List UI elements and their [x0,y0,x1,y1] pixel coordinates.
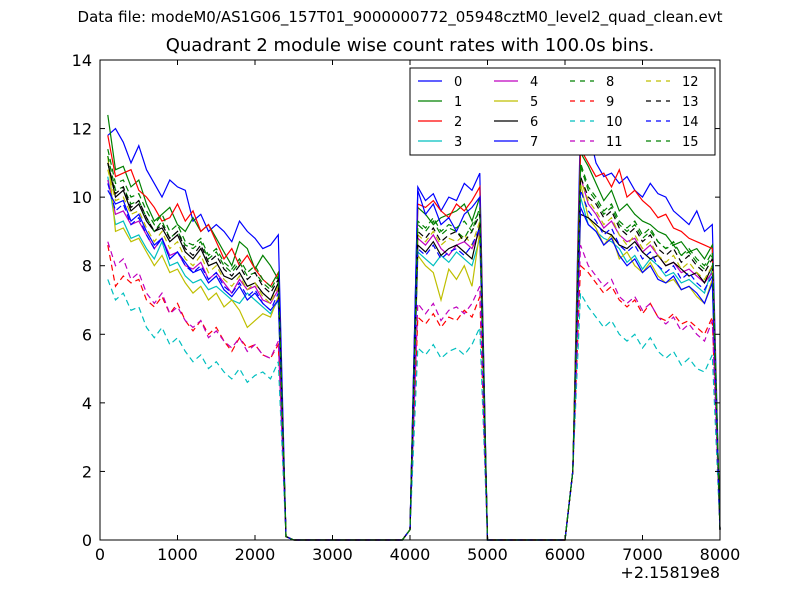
legend-label-13: 13 [682,95,699,110]
x-tick-label: 8000 [700,545,741,564]
legend-label-8: 8 [606,75,614,90]
y-tick-label: 8 [82,257,92,276]
y-tick-label: 2 [82,462,92,481]
x-tick-label: 6000 [545,545,586,564]
legend-label-2: 2 [454,115,462,130]
series-line-14 [107,183,721,541]
series-line-13 [107,162,721,541]
y-tick-label: 6 [82,325,92,344]
legend-label-1: 1 [454,95,462,110]
x-tick-label: 5000 [467,545,508,564]
x-tick-label: 3000 [312,545,353,564]
x-tick-label: 2000 [235,545,276,564]
series-line-9 [107,244,721,541]
series-line-15 [107,148,721,541]
x-tick-label: 7000 [622,545,663,564]
legend-label-14: 14 [682,115,699,130]
y-tick-label: 12 [72,120,92,139]
legend-label-5: 5 [530,95,538,110]
legend-label-4: 4 [530,75,538,90]
x-tick-label: 1000 [157,545,198,564]
chart-title: Quadrant 2 module wise count rates with … [165,35,655,56]
legend-label-6: 6 [530,115,538,130]
axis-ticks: 0 1000 2000 3000 4000 5000 6000 7000 80000246810… [72,51,741,564]
y-tick-label: 0 [82,531,92,550]
legend-label-15: 15 [682,135,699,150]
y-tick-label: 10 [72,188,92,207]
series-line-11 [107,241,721,541]
legend-label-12: 12 [682,75,699,90]
legend-label-0: 0 [454,75,462,90]
legend-label-11: 11 [606,135,623,150]
legend-label-10: 10 [606,115,623,130]
data-file-label: Data file: modeM0/AS1G06_157T01_90000007… [77,8,723,26]
x-tick-label: 0 [95,545,105,564]
x-offset-label: +2.15819e8 [620,563,720,582]
legend-label-3: 3 [454,135,462,150]
series-line-10 [107,279,721,541]
legend-label-9: 9 [606,95,614,110]
x-tick-label: 4000 [390,545,431,564]
y-tick-label: 14 [72,51,92,70]
series-line-0 [107,120,721,541]
legend-box [409,67,716,156]
legend-label-7: 7 [530,135,538,150]
series-line-8 [107,155,721,541]
y-tick-label: 4 [82,394,92,413]
series-lines [107,114,721,541]
